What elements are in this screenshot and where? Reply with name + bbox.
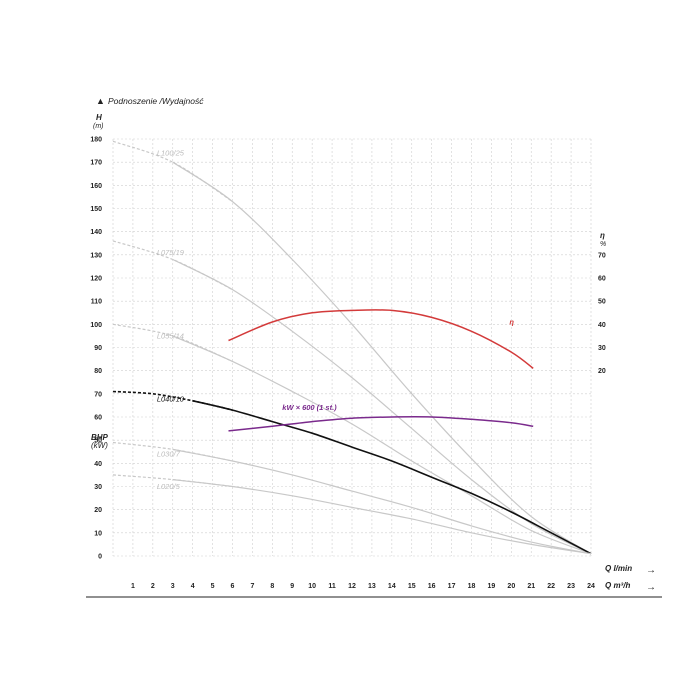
- y-tick-label: 70: [94, 391, 102, 398]
- series-line: [192, 400, 592, 555]
- x-tick-label: 14: [388, 583, 396, 590]
- eta-tick-label: 30: [598, 345, 606, 352]
- x-tick-label: 1: [131, 583, 135, 590]
- bhp-axis-title-group: BHP (kW): [91, 433, 109, 450]
- x-tick-label: 12: [348, 583, 356, 590]
- x-tick-label: 18: [468, 583, 476, 590]
- x-tick-label: 4: [191, 583, 195, 590]
- x-axis-arrow-m3h-icon: →: [646, 582, 656, 593]
- x-tick-label: 2: [151, 583, 155, 590]
- tick-labels: 0102030405060708090100110120130140150160…: [90, 137, 606, 591]
- series-label: L075/19: [157, 248, 185, 257]
- series-line: [228, 416, 534, 432]
- eta-tick-label: 60: [598, 276, 606, 283]
- y-axis-unit: (m): [93, 123, 104, 130]
- eta-axis-label: η: [600, 231, 605, 240]
- bhp-label: BHP: [91, 433, 109, 442]
- x-tick-label: 21: [527, 583, 535, 590]
- eta-axis-unit: %: [600, 241, 606, 248]
- y-tick-label: 170: [90, 160, 102, 167]
- y-tick-label: 50: [94, 438, 102, 445]
- y-axis-title-group: ▲ Podnoszenie /Wydajność H (m): [93, 96, 204, 130]
- series-label: L030/7: [157, 449, 181, 458]
- eta-tick-label: 50: [598, 299, 606, 306]
- x-axis-label-m3h: Q m³/h: [605, 581, 630, 590]
- x-tick-label: 7: [250, 583, 254, 590]
- curves: [112, 140, 592, 555]
- series-label: L040/10: [157, 395, 185, 404]
- x-axis-title-group: Q l/min → Q m³/h →: [605, 564, 656, 593]
- x-tick-label: 6: [231, 583, 235, 590]
- series-line: [172, 161, 592, 555]
- y-tick-label: 180: [90, 137, 102, 144]
- series-line: [228, 309, 534, 369]
- x-tick-label: 13: [368, 583, 376, 590]
- x-axis-arrow-lmin-icon: →: [646, 565, 656, 576]
- x-tick-label: 23: [567, 583, 575, 590]
- y-tick-label: 100: [90, 322, 102, 329]
- y-tick-label: 160: [90, 183, 102, 190]
- y-axis-arrow-icon: ▲: [96, 96, 105, 106]
- series-label: L020/5: [157, 482, 181, 491]
- grid: [112, 138, 592, 557]
- y-tick-label: 120: [90, 276, 102, 283]
- curve-labels: L100/25 L075/19 L055/14 L040/10 L030/7 L020/5…: [157, 148, 515, 491]
- series-line: [112, 390, 233, 411]
- eta-tick-label: 20: [598, 368, 606, 375]
- chart-title: Podnoszenie /Wydajność: [108, 96, 204, 106]
- series-line: [112, 140, 233, 203]
- y-tick-label: 30: [94, 484, 102, 491]
- y-axis-label: H: [96, 113, 102, 122]
- series-label: η: [509, 317, 514, 326]
- y-tick-label: 0: [98, 554, 102, 561]
- x-axis-label-lmin: Q l/min: [605, 564, 632, 573]
- y-tick-label: 110: [91, 299, 102, 306]
- series-label: L100/25: [157, 148, 185, 157]
- bhp-unit: (kW): [91, 441, 108, 450]
- x-tick-label: 15: [408, 583, 416, 590]
- x-tick-label: 17: [448, 583, 456, 590]
- x-tick-label: 20: [507, 583, 515, 590]
- x-tick-label: 3: [171, 583, 175, 590]
- y-tick-label: 90: [94, 345, 102, 352]
- x-tick-label: 22: [547, 583, 555, 590]
- right-axis-title-group: η %: [600, 231, 606, 248]
- y-tick-label: 10: [94, 530, 102, 537]
- y-tick-label: 150: [90, 206, 102, 213]
- x-tick-label: 9: [290, 583, 294, 590]
- eta-tick-label: 70: [598, 252, 606, 259]
- series-label: L055/14: [157, 331, 184, 340]
- x-tick-label: 10: [308, 583, 316, 590]
- x-tick-label: 5: [211, 583, 215, 590]
- x-tick-label: 24: [587, 583, 595, 590]
- x-tick-label: 16: [428, 583, 436, 590]
- y-tick-label: 40: [94, 461, 102, 468]
- eta-tick-label: 40: [598, 322, 606, 329]
- x-tick-label: 8: [270, 583, 274, 590]
- series-label: kW × 600 (1 st.): [282, 403, 337, 412]
- y-tick-label: 80: [94, 368, 102, 375]
- x-tick-label: 11: [328, 583, 336, 590]
- y-tick-label: 140: [90, 229, 102, 236]
- y-tick-label: 20: [94, 507, 102, 514]
- series-line: [172, 335, 592, 555]
- y-tick-label: 130: [90, 252, 102, 259]
- series-line: [172, 448, 592, 555]
- x-tick-label: 19: [488, 583, 496, 590]
- y-tick-label: 60: [94, 415, 102, 422]
- series-line: [172, 479, 592, 555]
